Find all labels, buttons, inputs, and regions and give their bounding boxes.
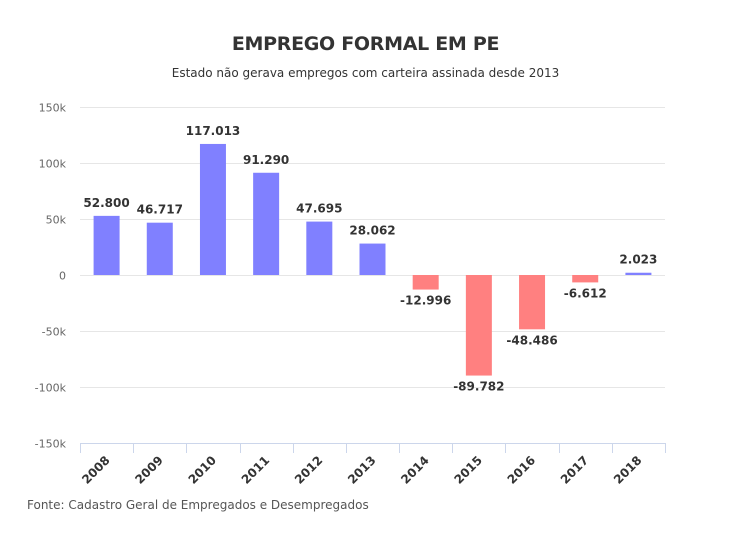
bar-2012	[306, 221, 333, 275]
bar-2009	[146, 222, 173, 275]
x-tick-label-2015: 2015	[451, 453, 485, 487]
chart-subtitle: Estado não gerava empregos com carteira …	[171, 66, 560, 80]
data-labels: 52.800 46.717 117.013 91.290 47.695 28.062 -12…	[83, 124, 657, 394]
y-tick-label: 100k	[39, 158, 67, 171]
bars	[93, 143, 652, 376]
y-tick-label: -150k	[35, 438, 67, 451]
bar-2015	[465, 275, 492, 376]
data-label-2014: -12.996	[400, 294, 451, 308]
x-tick-label-2016: 2016	[505, 453, 539, 487]
x-tick-label-2013: 2013	[345, 453, 379, 487]
y-tick-label: 150k	[39, 102, 67, 115]
data-label-2015: -89.782	[453, 380, 504, 394]
x-tick-label-2017: 2017	[558, 453, 592, 487]
bar-2016	[519, 275, 546, 330]
bar-2011	[253, 172, 280, 275]
x-tick-label-2010: 2010	[186, 453, 220, 487]
bar-2010	[199, 143, 226, 275]
x-tick-label-2011: 2011	[239, 453, 273, 487]
y-axis-ticks: 150k 100k 50k 0 -50k -100k -150k	[35, 102, 67, 451]
x-tick-label-2009: 2009	[132, 453, 166, 487]
chart-title: EMPREGO FORMAL EM PE	[231, 33, 500, 55]
data-label-2016: -48.486	[506, 333, 557, 347]
data-label-2010: 117.013	[186, 124, 241, 138]
x-tick-label-2008: 2008	[79, 453, 113, 487]
x-tick-label-2012: 2012	[292, 453, 326, 487]
bar-2017	[572, 275, 599, 283]
bar-2013	[359, 243, 386, 275]
data-label-2013: 28.062	[349, 224, 395, 238]
source-note: Fonte: Cadastro Geral de Empregados e De…	[27, 498, 369, 512]
data-label-2018: 2.023	[619, 253, 657, 267]
y-tick-label: 0	[59, 270, 66, 283]
y-tick-label: 50k	[46, 214, 67, 227]
x-tick-label-2018: 2018	[611, 453, 645, 487]
data-label-2012: 47.695	[296, 202, 342, 216]
data-label-2009: 46.717	[137, 203, 183, 217]
data-label-2008: 52.800	[83, 196, 129, 210]
data-label-2011: 91.290	[243, 153, 289, 167]
y-tick-label: -50k	[42, 326, 67, 339]
x-tick-label-2014: 2014	[398, 453, 432, 487]
x-axis-ticks: 2008 2009 2010 2011 2012 2013 2014 2015 2016 2017…	[79, 443, 666, 487]
data-label-2017: -6.612	[564, 286, 607, 300]
bar-2008	[93, 215, 120, 275]
y-tick-label: -100k	[35, 382, 67, 395]
bar-2018	[625, 272, 652, 275]
bar-2014	[412, 275, 439, 290]
gridlines	[80, 107, 665, 388]
